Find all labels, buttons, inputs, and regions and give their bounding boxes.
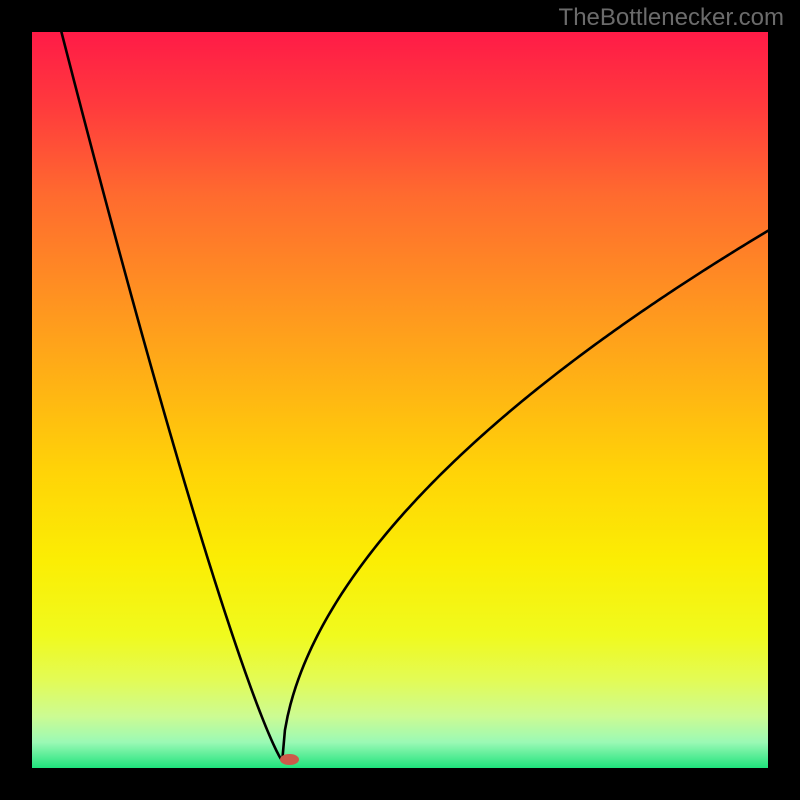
chart-frame: TheBottlenecker.com [0,0,800,800]
bottleneck-marker [280,754,298,765]
watermark-text: TheBottlenecker.com [559,4,784,32]
plot-area [32,32,768,768]
curve-line [32,32,768,768]
